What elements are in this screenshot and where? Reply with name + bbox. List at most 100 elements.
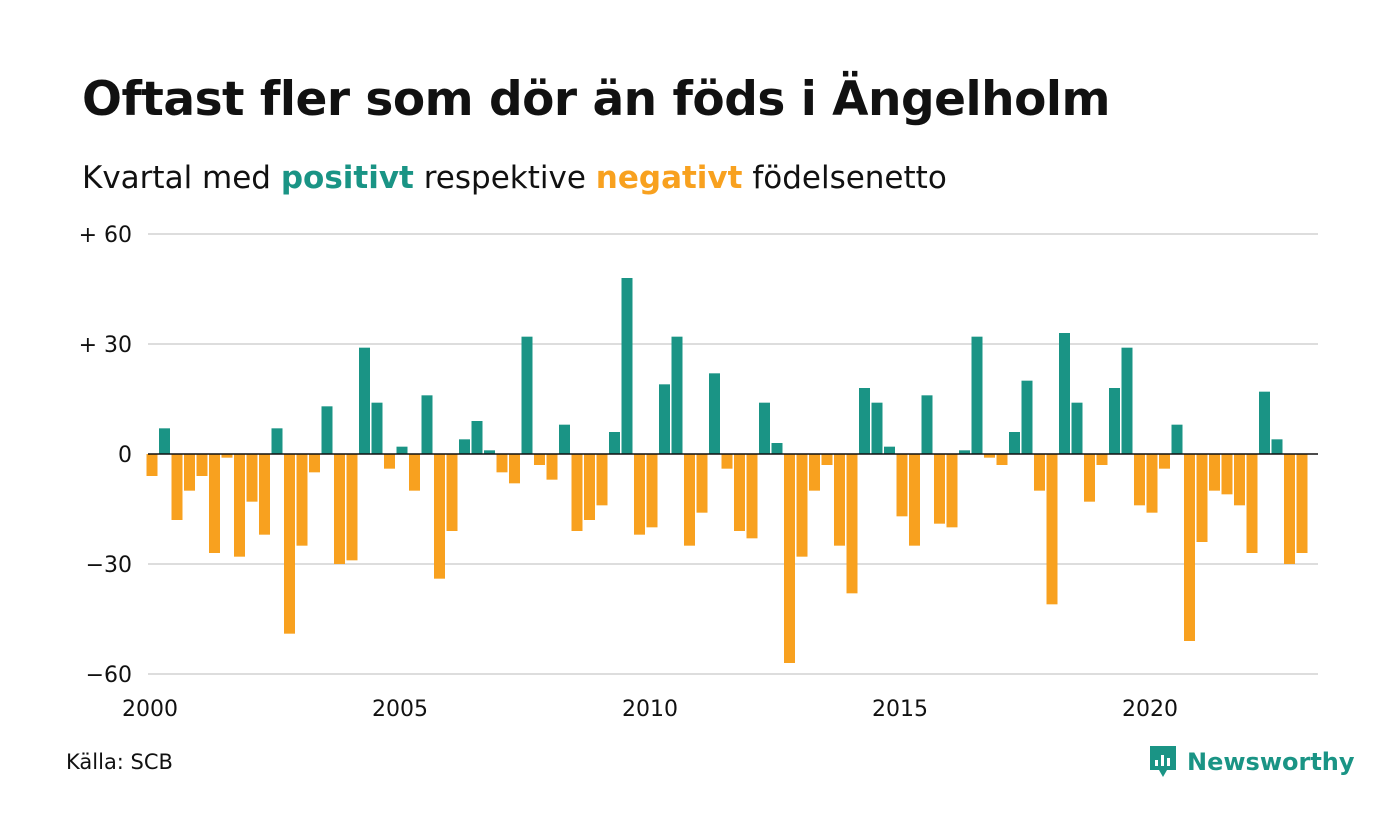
bar: [546, 454, 558, 480]
bar: [296, 454, 308, 546]
bar: [796, 454, 808, 557]
subtitle-positive-word: positivt: [280, 160, 414, 196]
bar: [434, 454, 445, 579]
bar: [471, 421, 483, 454]
bar: [1084, 454, 1095, 502]
bar: [421, 395, 433, 454]
bar: [1271, 439, 1283, 454]
bar: [571, 454, 583, 531]
bar: [709, 373, 720, 454]
bar: [271, 428, 283, 454]
x-tick-label: 2005: [372, 697, 428, 722]
bar: [734, 454, 745, 531]
bar: [1184, 454, 1195, 641]
bar: [721, 454, 733, 469]
bar: [859, 388, 870, 454]
subtitle-middle: respektive: [413, 160, 596, 196]
bar: [446, 454, 458, 531]
bar: [184, 454, 195, 491]
bar: [284, 454, 295, 634]
bar: [771, 443, 783, 454]
bar: [984, 454, 995, 458]
bar: [484, 450, 495, 454]
bar: [259, 454, 270, 535]
bar: [621, 278, 633, 454]
bar: [759, 402, 770, 454]
bar: [909, 454, 920, 546]
subtitle-prefix: Kvartal med: [82, 160, 281, 196]
bar: [1034, 454, 1045, 491]
bar: [1009, 432, 1020, 454]
bar: [946, 454, 958, 528]
bar: [1121, 347, 1133, 454]
bar: [1146, 454, 1158, 513]
bar: [959, 450, 970, 454]
bar: [809, 454, 820, 491]
bar: [346, 454, 358, 561]
x-tick-label: 2000: [122, 697, 178, 722]
bar: [396, 446, 408, 454]
bar: [1221, 454, 1233, 495]
y-tick-label: + 60: [79, 223, 132, 248]
bar: [684, 454, 695, 546]
bar: [409, 454, 420, 491]
bar: [384, 454, 395, 469]
y-tick-label: −30: [86, 553, 132, 578]
bar: [696, 454, 708, 513]
bar: [609, 432, 620, 454]
bar: [1059, 333, 1070, 454]
x-tick-label: 2015: [872, 697, 928, 722]
bar: [634, 454, 645, 535]
bar: [1109, 388, 1120, 454]
bar: [509, 454, 520, 484]
subtitle-suffix: födelsenetto: [742, 160, 947, 196]
bar: [821, 454, 833, 465]
bar: [221, 454, 233, 458]
bar: [896, 454, 908, 517]
brand-name: Newsworthy: [1187, 748, 1355, 776]
bar: [334, 454, 345, 564]
bar: [1021, 380, 1033, 454]
y-tick-label: + 30: [79, 333, 132, 358]
bar: [971, 336, 983, 454]
source-note: Källa: SCB: [66, 750, 173, 774]
newsworthy-logo-icon: [1150, 746, 1176, 777]
bar: [1234, 454, 1245, 506]
bar: [534, 454, 545, 465]
bar: [884, 446, 895, 454]
bar: [746, 454, 758, 539]
bar: [934, 454, 945, 524]
bar: [234, 454, 245, 557]
y-tick-label: −60: [86, 663, 132, 688]
bar: [1259, 391, 1270, 454]
bar: [159, 428, 170, 454]
bar: [659, 384, 670, 454]
bar: [646, 454, 658, 528]
x-tick-label: 2010: [622, 697, 678, 722]
bar: [1196, 454, 1208, 542]
bar: [1134, 454, 1145, 506]
bar: [459, 439, 470, 454]
bar: [1296, 454, 1308, 553]
bar: [846, 454, 858, 594]
bar: [1209, 454, 1220, 491]
chart-subtitle: Kvartal med positivt respektive negativt…: [82, 160, 947, 196]
bar: [559, 424, 570, 454]
bar: [921, 395, 933, 454]
bar: [584, 454, 595, 520]
bar: [1071, 402, 1083, 454]
bar: [1171, 424, 1183, 454]
bar: [496, 454, 508, 473]
bar: [871, 402, 883, 454]
x-tick-label: 2020: [1122, 697, 1178, 722]
bar: [371, 402, 383, 454]
bar: [1046, 454, 1058, 605]
bar: [359, 347, 370, 454]
bar: [1246, 454, 1258, 553]
newsworthy-logo: Newsworthy: [1148, 744, 1355, 780]
subtitle-negative-word: negativt: [595, 160, 743, 196]
bar: [196, 454, 208, 476]
bar: [671, 336, 683, 454]
bar: [309, 454, 320, 473]
